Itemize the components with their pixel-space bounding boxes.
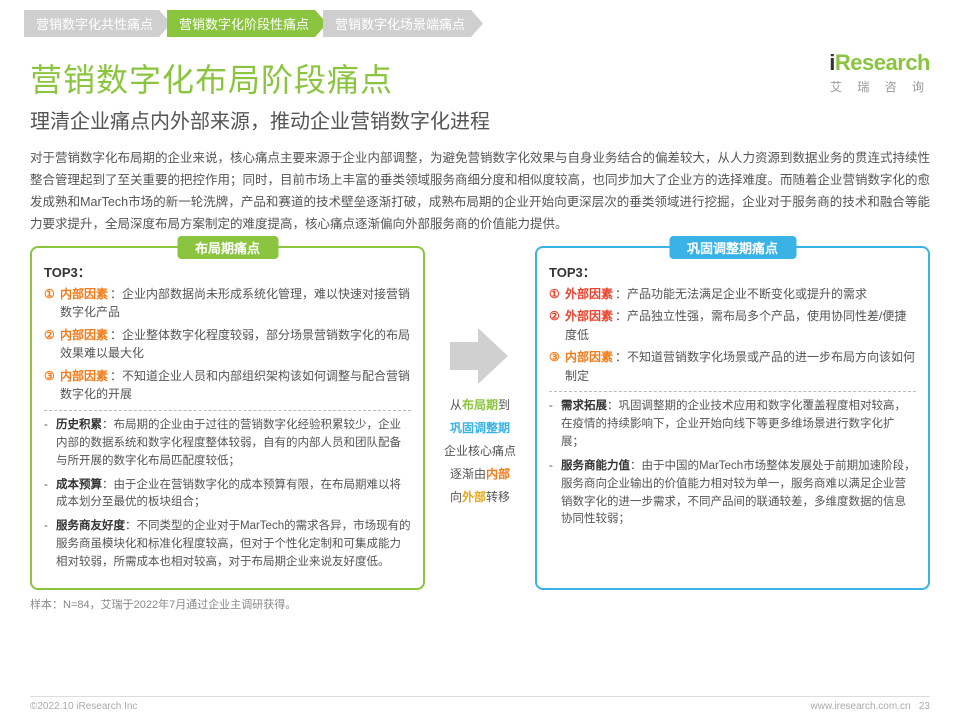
- tab-scene[interactable]: 营销数字化场景端痛点: [323, 10, 483, 37]
- mid-line-3: 企业核心痛点: [444, 442, 516, 461]
- factor-item: ③内部因素：不知道企业人员和内部组织架构该如何调整与配合营销数字化的开展: [44, 367, 411, 404]
- top3-left: TOP3：: [44, 262, 411, 281]
- factor-item: ②内部因素：企业整体数字化程度较弱，部分场景营销数字化的布局效果难以最大化: [44, 326, 411, 363]
- intro-paragraph: 对于营销数字化布局期的企业来说，核心痛点主要来源于企业内部调整，为避免营销数字化…: [0, 142, 960, 246]
- detail-item: -需求拓展：巩固调整期的企业技术应用和数字化覆盖程度相对较高，在疫情的持续影响下…: [549, 398, 916, 451]
- page-number: 23: [919, 701, 930, 712]
- detail-item: -服务商能力值：由于中国的MarTech市场整体发展处于前期加速阶段，服务商向企…: [549, 458, 916, 529]
- mid-line-4: 逐渐由内部: [450, 465, 510, 484]
- mid-line-5: 向外部转移: [450, 488, 510, 507]
- top-tabs: 营销数字化共性痛点 营销数字化阶段性痛点 营销数字化场景端痛点: [0, 0, 960, 37]
- title-block: 营销数字化布局阶段痛点 理清企业痛点内外部来源，推动企业营销数字化进程: [0, 37, 960, 142]
- footer: ©2022.10 iResearch Inc www.iresearch.com…: [30, 696, 930, 712]
- detail-item: -服务商友好度：不同类型的企业对于MarTech的需求各异，市场现有的服务商虽模…: [44, 518, 411, 571]
- panels-row: 布局期痛点 TOP3： ①内部因素：企业内部数据尚未形成系统化管理，难以快速对接…: [0, 246, 960, 590]
- panel-right-header: 巩固调整期痛点: [669, 236, 796, 259]
- arrow-icon: [450, 328, 510, 384]
- factor-item: ②外部因素：产品独立性强，需布局多个产品，使用协同性差/便捷度低: [549, 307, 916, 344]
- top3-right: TOP3：: [549, 262, 916, 281]
- detail-item: -历史积累：布局期的企业由于过往的营销数字化经验积累较少，企业内部的数据系统和数…: [44, 417, 411, 470]
- panel-left-header: 布局期痛点: [177, 236, 278, 259]
- factor-list-left: ①内部因素：企业内部数据尚未形成系统化管理，难以快速对接营销数字化产品 ②内部因素…: [44, 285, 411, 405]
- sample-footnote: 样本：N=84，艾瑞于2022年7月通过企业主调研获得。: [0, 590, 960, 612]
- logo: iResearch 艾 瑞 咨 询: [829, 50, 930, 95]
- logo-brand: iResearch: [829, 50, 930, 76]
- mid-line-1: 从布局期到: [450, 396, 510, 415]
- detail-item: -成本预算：由于企业在营销数字化的成本预算有限，在布局期难以将成本划分至最优的板…: [44, 477, 411, 513]
- tab-stage[interactable]: 营销数字化阶段性痛点: [167, 10, 327, 37]
- factor-item: ③内部因素：不知道营销数字化场景或产品的进一步布局方向该如何制定: [549, 348, 916, 385]
- copyright: ©2022.10 iResearch Inc: [30, 701, 137, 712]
- page-subtitle: 理清企业痛点内外部来源，推动企业营销数字化进程: [30, 105, 930, 134]
- panel-consolidation-stage: 巩固调整期痛点 TOP3： ①外部因素：产品功能无法满足企业不断变化或提升的需求…: [535, 246, 930, 590]
- divider: [549, 391, 916, 392]
- middle-transition: 从布局期到 巩固调整期 企业核心痛点 逐渐由内部 向外部转移: [435, 246, 525, 590]
- divider: [44, 410, 411, 411]
- tab-common[interactable]: 营销数字化共性痛点: [24, 10, 171, 37]
- mid-line-2: 巩固调整期: [450, 419, 510, 438]
- logo-sub: 艾 瑞 咨 询: [829, 78, 930, 95]
- details-right: -需求拓展：巩固调整期的企业技术应用和数字化覆盖程度相对较高，在疫情的持续影响下…: [549, 398, 916, 529]
- page-title: 营销数字化布局阶段痛点: [30, 55, 930, 101]
- panel-layout-stage: 布局期痛点 TOP3： ①内部因素：企业内部数据尚未形成系统化管理，难以快速对接…: [30, 246, 425, 590]
- factor-list-right: ①外部因素：产品功能无法满足企业不断变化或提升的需求 ②外部因素：产品独立性强，需…: [549, 285, 916, 386]
- factor-item: ①内部因素：企业内部数据尚未形成系统化管理，难以快速对接营销数字化产品: [44, 285, 411, 322]
- details-left: -历史积累：布局期的企业由于过往的营销数字化经验积累较少，企业内部的数据系统和数…: [44, 417, 411, 572]
- factor-item: ①外部因素：产品功能无法满足企业不断变化或提升的需求: [549, 285, 916, 304]
- footer-url: www.iresearch.com.cn: [811, 701, 911, 712]
